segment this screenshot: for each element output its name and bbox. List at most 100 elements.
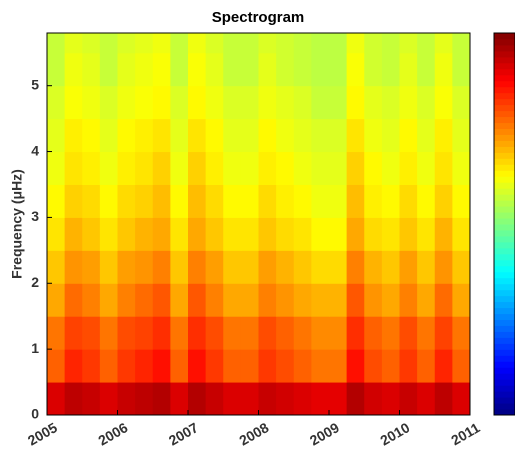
cell xyxy=(99,349,118,383)
cell xyxy=(117,382,136,415)
cell xyxy=(452,283,470,317)
cell xyxy=(64,349,83,383)
cell xyxy=(135,85,154,120)
cell xyxy=(258,52,277,87)
cell xyxy=(223,217,242,251)
colorbar-swatch xyxy=(494,188,515,195)
colorbar-swatch xyxy=(494,271,515,279)
cell xyxy=(99,382,118,415)
cell xyxy=(223,316,242,350)
cell xyxy=(188,349,207,383)
cell xyxy=(82,151,101,185)
y-axis-label: Frequency (μHz) xyxy=(9,169,25,279)
cell xyxy=(434,250,453,284)
colorbar-swatch xyxy=(494,391,515,398)
cell xyxy=(417,85,436,120)
cell xyxy=(135,217,154,251)
cell xyxy=(64,217,83,251)
cell xyxy=(152,316,171,350)
cell xyxy=(205,52,224,87)
cell xyxy=(311,283,330,317)
cell xyxy=(205,118,224,153)
colorbar-swatch xyxy=(494,152,515,159)
cell xyxy=(434,85,453,120)
cell xyxy=(276,151,295,185)
cell xyxy=(434,33,453,54)
x-tick-label: 2010 xyxy=(377,419,412,449)
cell xyxy=(381,118,400,153)
colorbar-swatch xyxy=(494,128,515,135)
cell xyxy=(276,250,295,284)
cell xyxy=(117,151,136,185)
cell xyxy=(152,349,171,383)
cell xyxy=(293,184,312,218)
cell xyxy=(276,217,295,251)
cell xyxy=(364,316,383,350)
cell xyxy=(152,283,171,317)
cell xyxy=(399,316,418,350)
colorbar-swatch xyxy=(494,235,515,243)
colorbar-swatch xyxy=(494,212,515,219)
cell xyxy=(329,151,348,185)
cell xyxy=(64,33,83,54)
cell xyxy=(240,52,259,87)
cell xyxy=(64,151,83,185)
cell xyxy=(364,151,383,185)
colorbar-swatch xyxy=(494,86,515,94)
colorbar-swatch xyxy=(494,50,515,58)
colorbar-swatch xyxy=(494,277,515,285)
cell xyxy=(64,382,83,415)
y-tick-label: 4 xyxy=(31,142,39,158)
cell xyxy=(399,33,418,54)
colorbar-swatch xyxy=(494,289,515,297)
colorbar-frame xyxy=(493,32,515,416)
colorbar-swatch xyxy=(494,200,515,207)
cell xyxy=(205,184,224,218)
cell xyxy=(117,33,136,54)
cell xyxy=(117,250,136,284)
cell xyxy=(240,283,259,317)
cell xyxy=(223,382,242,415)
cell xyxy=(170,217,189,251)
cell xyxy=(417,283,436,317)
cell xyxy=(135,184,154,218)
cell xyxy=(364,283,383,317)
cell xyxy=(99,151,118,185)
cell xyxy=(82,85,101,120)
cell xyxy=(329,250,348,284)
cell xyxy=(135,33,154,54)
cell xyxy=(170,283,189,317)
cell xyxy=(417,184,436,218)
cell xyxy=(82,217,101,251)
cell xyxy=(99,250,118,284)
cell xyxy=(276,33,295,54)
cell xyxy=(329,33,348,54)
colorbar-swatch xyxy=(494,295,515,303)
colorbar-swatch xyxy=(494,229,515,237)
cell xyxy=(117,52,136,87)
colorbar-swatch xyxy=(494,373,515,380)
cell xyxy=(205,33,224,54)
colorbar-swatch xyxy=(494,104,515,112)
cell xyxy=(311,316,330,350)
colorbar-swatch xyxy=(494,337,515,344)
colorbar-swatch xyxy=(494,241,515,249)
cell xyxy=(205,283,224,317)
colorbar-swatch xyxy=(494,218,515,225)
cell xyxy=(329,283,348,317)
cell xyxy=(240,33,259,54)
cell xyxy=(417,151,436,185)
y-tick-label: 5 xyxy=(31,76,39,92)
cell xyxy=(188,52,207,87)
cell xyxy=(311,85,330,120)
colorbar xyxy=(493,32,515,416)
cell xyxy=(381,382,400,415)
cell xyxy=(99,118,118,153)
cell xyxy=(293,118,312,153)
cell xyxy=(399,382,418,415)
cell xyxy=(258,283,277,317)
colorbar-swatch xyxy=(494,259,515,267)
cell xyxy=(99,184,118,218)
cell xyxy=(64,184,83,218)
colorbar-swatch xyxy=(494,385,515,392)
